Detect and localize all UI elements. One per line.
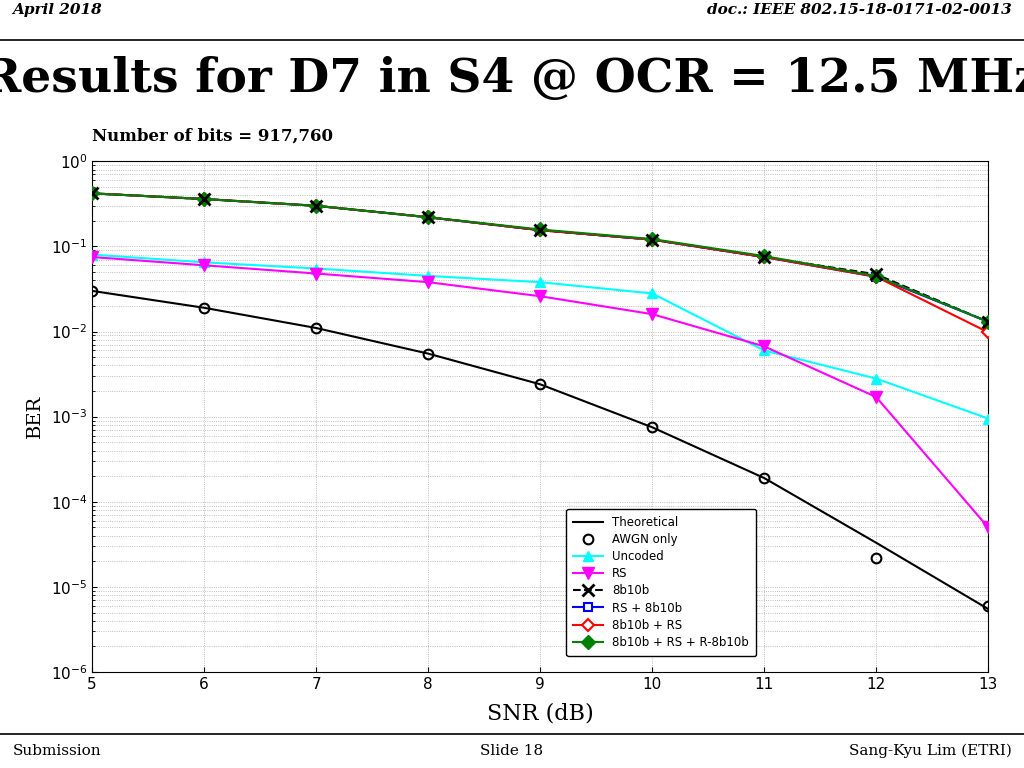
Legend: Theoretical, AWGN only, Uncoded, RS, 8b10b, RS + 8b10b, 8b10b + RS, 8b10b + RS +: Theoretical, AWGN only, Uncoded, RS, 8b1… (566, 508, 756, 656)
Text: Slide 18: Slide 18 (480, 743, 544, 758)
Y-axis label: BER: BER (26, 395, 44, 439)
X-axis label: SNR (dB): SNR (dB) (486, 703, 594, 725)
Text: Sang-Kyu Lim (ETRI): Sang-Kyu Lim (ETRI) (849, 743, 1012, 758)
Text: Submission: Submission (12, 743, 101, 758)
Text: Number of bits = 917,760: Number of bits = 917,760 (92, 127, 333, 145)
Text: Results for D7 in S4 @ OCR = 12.5 MHz: Results for D7 in S4 @ OCR = 12.5 MHz (0, 56, 1024, 102)
Text: April 2018: April 2018 (12, 3, 102, 18)
Text: doc.: IEEE 802.15-18-0171-02-0013: doc.: IEEE 802.15-18-0171-02-0013 (707, 3, 1012, 18)
